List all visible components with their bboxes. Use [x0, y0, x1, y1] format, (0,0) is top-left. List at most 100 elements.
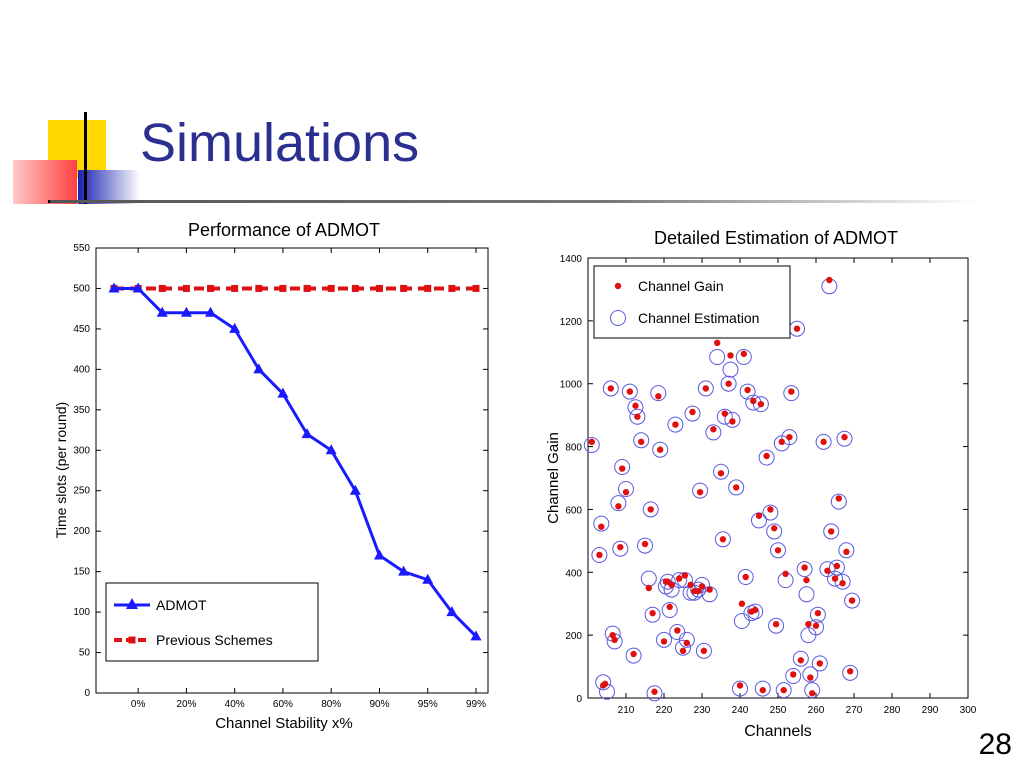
- data-point-channel-estimation: [602, 380, 619, 397]
- data-point-channel-estimation: [644, 606, 661, 623]
- data-point-channel-gain: [774, 547, 782, 554]
- data-point-channel-estimation: [637, 537, 653, 554]
- legend-box: [593, 265, 791, 339]
- x-axis-label: Channels: [744, 723, 812, 740]
- data-point-channel-gain: [601, 680, 609, 688]
- data-point-channel-gain: [727, 352, 734, 359]
- data-point-channel-estimation: [650, 385, 667, 402]
- data-point-channel-gain: [611, 636, 618, 644]
- data-point-channel-estimation: [844, 592, 861, 609]
- y-axis-label: Time slots (per round): [53, 402, 69, 538]
- y-tick-label: 50: [79, 648, 91, 659]
- y-tick-label: 600: [565, 505, 582, 516]
- y-tick-label: 300: [73, 445, 90, 456]
- data-point-channel-estimation: [770, 542, 786, 559]
- data-point-channel-gain: [638, 438, 645, 446]
- y-tick-label: 450: [73, 324, 90, 335]
- data-point-channel-gain: [738, 600, 746, 607]
- legend-box: [105, 582, 319, 662]
- data-point-channel-gain: [596, 551, 603, 559]
- data-point-channel-gain: [588, 438, 595, 446]
- data-point-channel-gain: [660, 638, 668, 645]
- data-point-previous-schemes: [182, 284, 190, 292]
- data-point-channel-estimation: [692, 482, 709, 499]
- data-point-channel-gain: [843, 548, 850, 556]
- data-point-admot: [422, 573, 434, 584]
- y-tick-label: 1000: [560, 380, 583, 391]
- data-point-channel-gain: [757, 400, 765, 408]
- data-point-channel-estimation: [618, 481, 634, 497]
- data-point-channel-estimation: [669, 624, 686, 640]
- data-point-channel-gain: [676, 575, 683, 582]
- y-tick-label: 500: [73, 283, 90, 294]
- data-point-channel-estimation: [667, 416, 684, 433]
- data-point-admot: [325, 444, 337, 455]
- data-point-channel-gain: [717, 470, 725, 477]
- data-point-channel-gain: [782, 570, 789, 578]
- data-point-channel-estimation: [621, 383, 638, 400]
- data-point-channel-estimation: [591, 547, 608, 563]
- y-axis-label: Channel Gain: [545, 432, 562, 524]
- data-point-channel-estimation: [671, 572, 688, 589]
- data-point-channel-gain: [778, 438, 785, 446]
- data-point-channel-gain: [719, 536, 727, 543]
- data-point-channel-estimation: [728, 479, 745, 496]
- data-point-channel-estimation: [809, 606, 826, 623]
- y-tick-label: 400: [73, 364, 90, 375]
- legend-label-channel-gain: Channel Gain: [638, 278, 724, 294]
- data-point-channel-gain: [847, 668, 854, 675]
- data-point-channel-estimation: [610, 495, 627, 512]
- data-point-channel-gain: [841, 433, 848, 441]
- data-point-channel-gain: [666, 603, 673, 611]
- data-point-channel-estimation: [714, 531, 731, 548]
- data-point-previous-schemes: [472, 284, 480, 292]
- x-tick-label: 270: [846, 705, 863, 716]
- data-point-admot: [470, 630, 482, 641]
- data-point-previous-schemes: [303, 284, 311, 292]
- data-point-channel-estimation: [633, 432, 650, 449]
- data-point-channel-estimation: [614, 459, 631, 475]
- data-point-admot: [446, 606, 458, 617]
- y-tick-label: 150: [73, 567, 90, 578]
- data-point-channel-gain: [814, 609, 822, 617]
- performance-chart: Performance of ADMOT Time slots (per rou…: [53, 220, 489, 732]
- data-point-admot: [398, 565, 410, 576]
- data-point-channel-gain: [641, 540, 649, 548]
- data-point-channel-estimation: [828, 559, 845, 576]
- data-point-channel-estimation: [684, 405, 701, 422]
- estimation-chart: Detailed Estimation of ADMOT Channel Gai…: [545, 228, 977, 740]
- x-tick-label: 90%: [369, 699, 389, 710]
- data-point-channel-estimation: [766, 523, 783, 540]
- data-point-admot: [108, 282, 120, 293]
- data-point-channel-estimation: [593, 515, 610, 532]
- data-point-channel-estimation: [747, 603, 764, 620]
- data-point-channel-gain: [824, 567, 831, 574]
- data-point-channel-gain: [702, 385, 709, 392]
- x-tick-label: 20%: [176, 699, 196, 710]
- data-point-channel-estimation: [722, 361, 739, 378]
- data-point-channel-estimation: [724, 411, 741, 428]
- data-point-channel-gain: [681, 572, 689, 579]
- data-point-channel-gain: [803, 576, 810, 584]
- data-point-channel-estimation: [709, 349, 726, 365]
- data-point-channel-gain: [632, 402, 639, 409]
- x-tick-label: 40%: [225, 699, 245, 710]
- chart-title: Performance of ADMOT: [188, 220, 380, 240]
- data-point-channel-gain: [839, 580, 846, 587]
- data-point-channel-estimation: [595, 674, 612, 691]
- title-divider: [50, 200, 980, 203]
- data-point-channel-estimation: [690, 581, 707, 598]
- data-point-channel-estimation: [768, 617, 785, 634]
- data-point-channel-gain: [649, 609, 656, 617]
- data-point-channel-gain: [672, 421, 679, 428]
- legend-label-admot: ADMOT: [156, 597, 207, 613]
- x-tick-label: 80%: [321, 699, 341, 710]
- y-tick-label: 1400: [560, 254, 583, 265]
- data-point-channel-gain: [615, 503, 622, 510]
- data-point-channel-estimation: [735, 349, 752, 365]
- y-tick-label: 800: [565, 443, 582, 454]
- data-point-channel-estimation: [583, 437, 600, 453]
- data-point-channel-gain: [793, 325, 801, 332]
- data-point-channel-gain: [721, 410, 728, 417]
- data-point-channel-gain: [788, 388, 795, 395]
